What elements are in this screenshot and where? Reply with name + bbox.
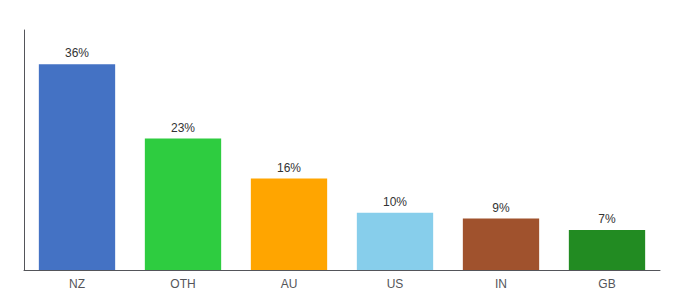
svg-text:9%: 9% [492, 201, 510, 215]
svg-text:10%: 10% [383, 195, 407, 209]
svg-text:23%: 23% [171, 121, 195, 135]
svg-text:NZ: NZ [69, 277, 85, 291]
svg-text:GB: GB [598, 277, 615, 291]
svg-text:OTH: OTH [170, 277, 195, 291]
svg-text:US: US [387, 277, 404, 291]
svg-text:36%: 36% [65, 46, 89, 60]
svg-text:7%: 7% [598, 212, 616, 226]
svg-text:16%: 16% [277, 161, 301, 175]
svg-text:AU: AU [281, 277, 298, 291]
svg-text:IN: IN [495, 277, 507, 291]
